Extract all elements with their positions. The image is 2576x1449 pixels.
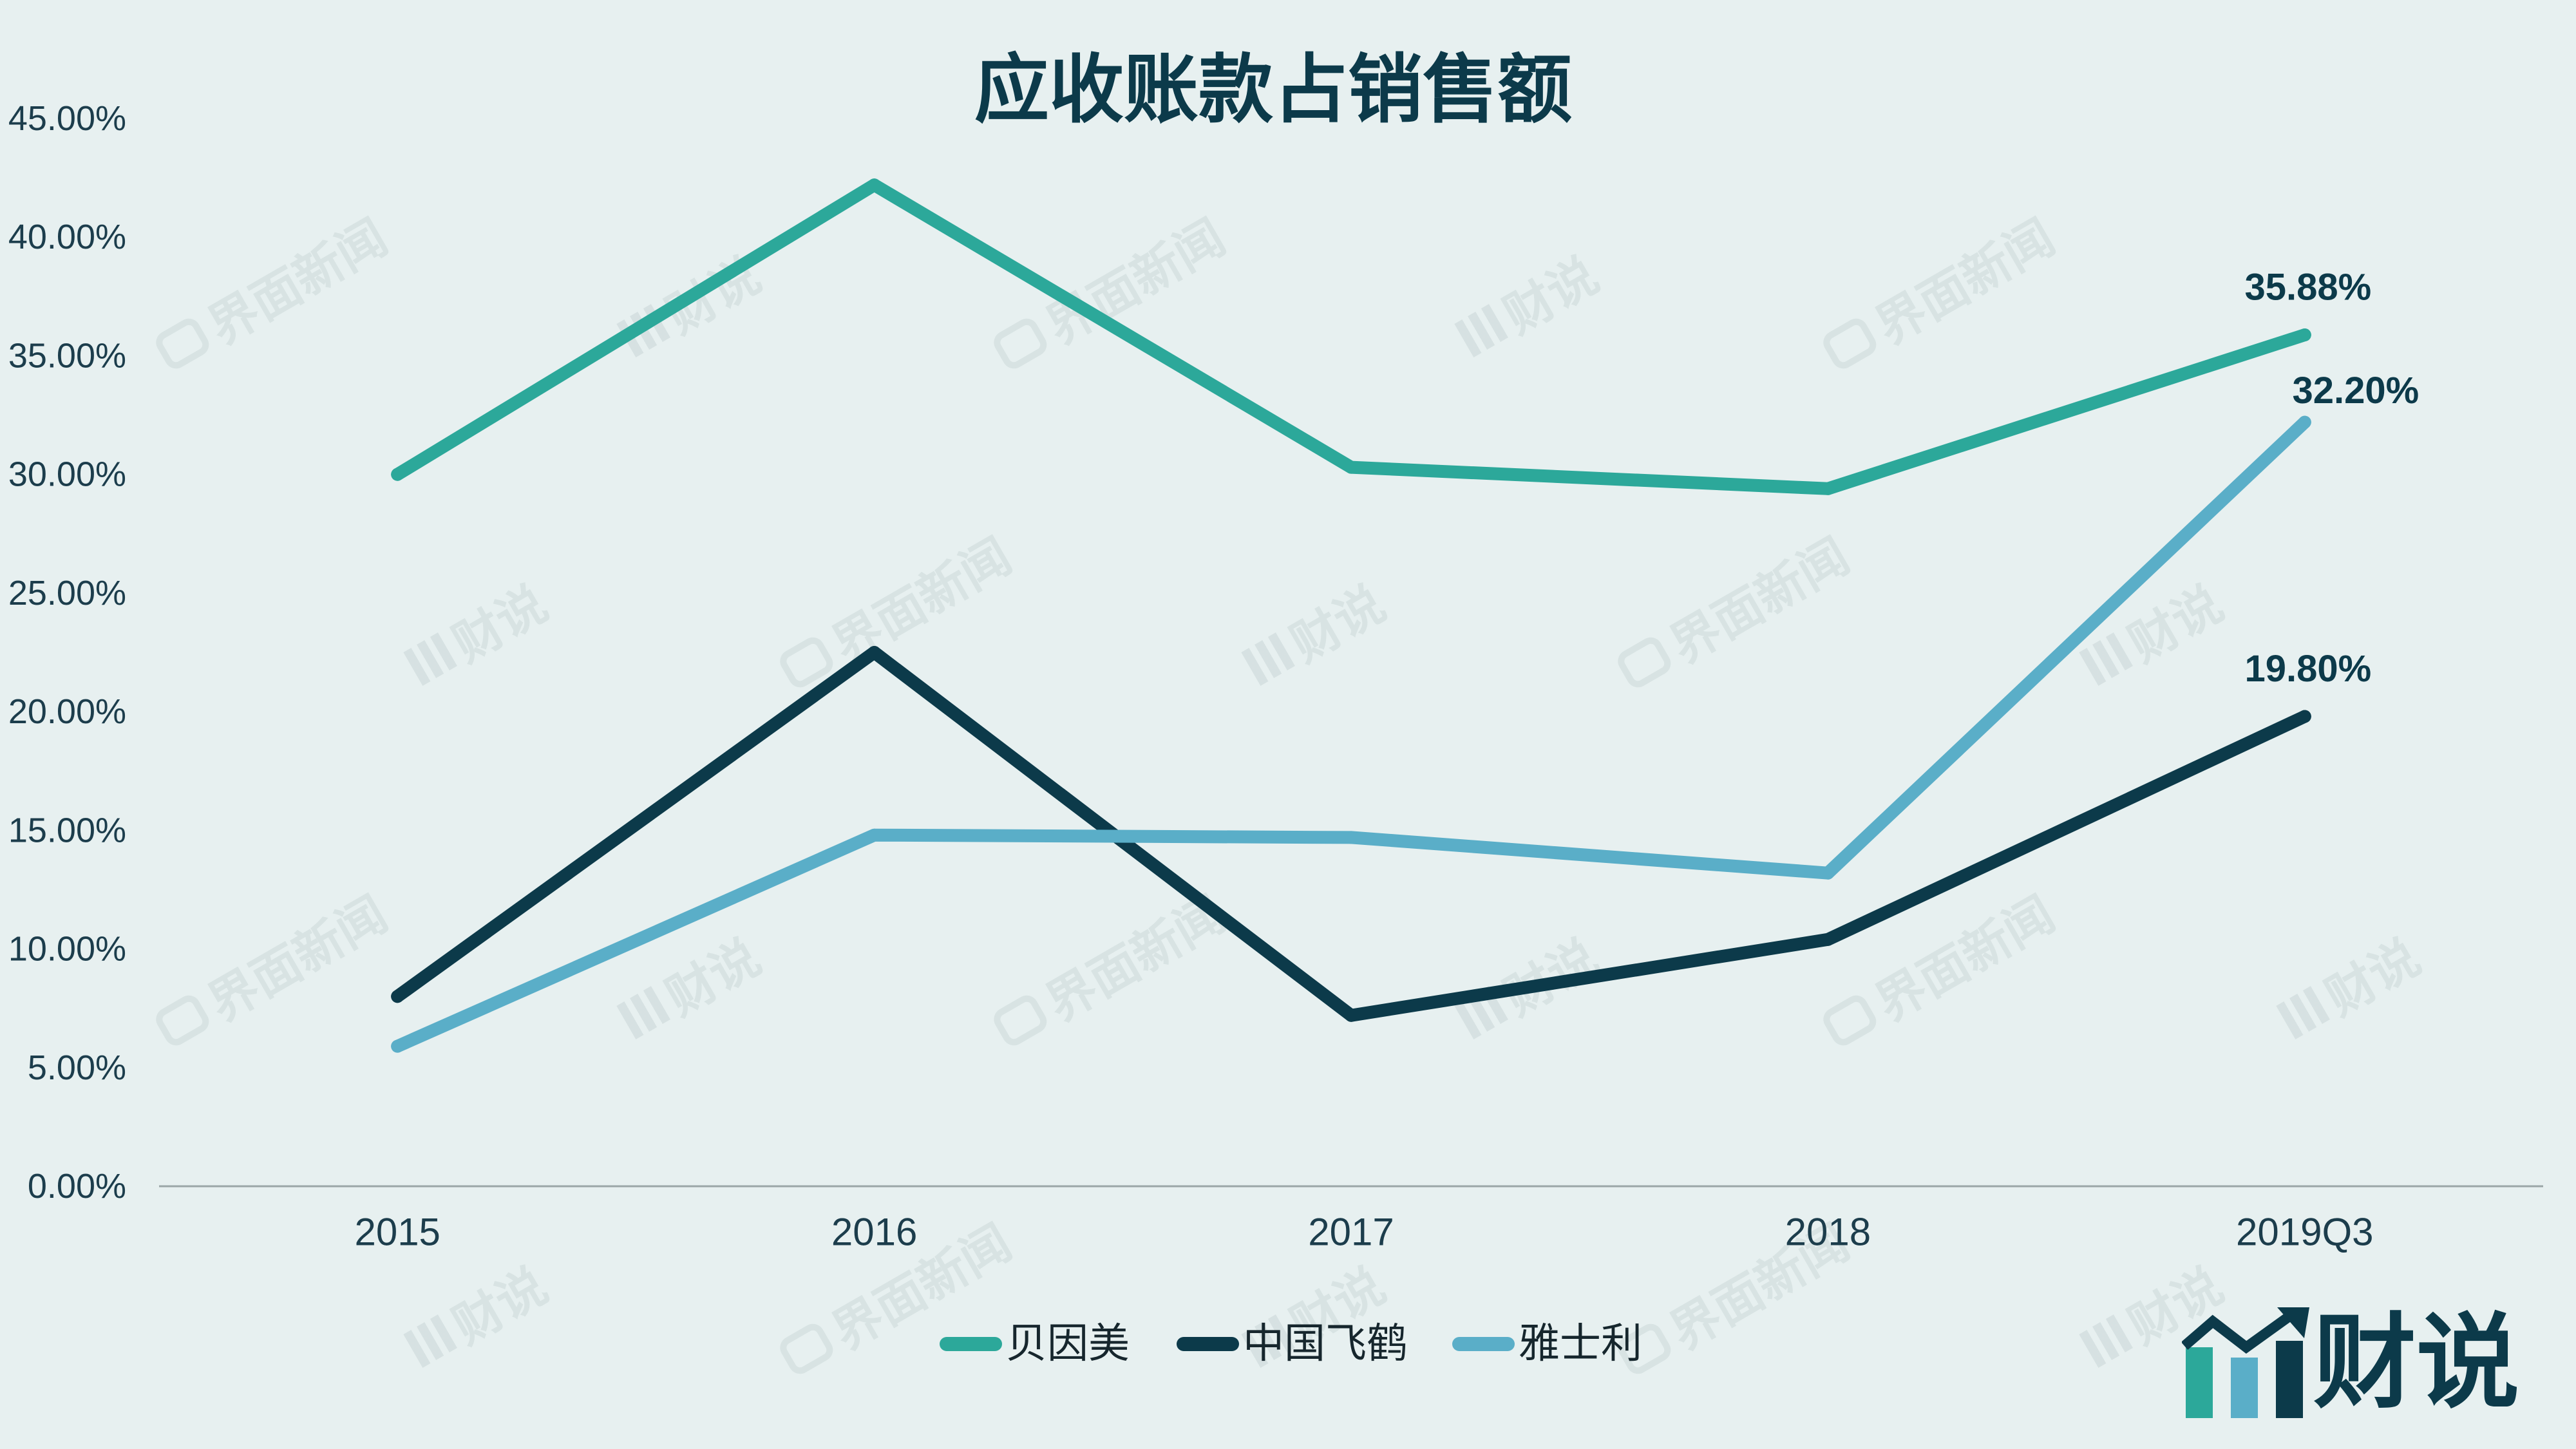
y-axis-tick-labels: 0.00% 5.00% 10.00% 15.00% 20.00% 25.00% 30.00%… [8, 99, 126, 1206]
legend-item-3[interactable]: 雅士利 [1452, 1321, 1642, 1367]
brand-logo: 财说 [2182, 1307, 2533, 1420]
data-point [1821, 933, 1835, 946]
data-point [391, 1039, 404, 1053]
legend-label: 雅士利 [1519, 1320, 1642, 1368]
data-point [867, 828, 881, 842]
x-axis-tick-labels: 2015 2016 2017 2018 2019Q3 [354, 1211, 2373, 1254]
legend-swatch [1177, 1337, 1239, 1351]
logo-bar-teal [2186, 1347, 2213, 1418]
y-tick-label: 40.00% [8, 218, 126, 256]
series-line-3 [391, 415, 2311, 1053]
legend-item-1[interactable]: 贝因美 [940, 1321, 1130, 1367]
data-label: 32.20% [2292, 370, 2419, 412]
data-point [1821, 866, 1835, 880]
chart-title: 应收账款占销售额 [974, 46, 1572, 133]
bar-chart-arrow-icon [2182, 1307, 2309, 1418]
data-point [867, 646, 881, 659]
data-point [2298, 328, 2311, 342]
x-tick-label: 2015 [354, 1211, 440, 1254]
y-tick-label: 10.00% [8, 930, 126, 969]
legend-swatch [1452, 1337, 1515, 1351]
data-point [1821, 482, 1835, 495]
y-tick-label: 30.00% [8, 455, 126, 494]
y-tick-label: 0.00% [28, 1167, 126, 1206]
data-point [2298, 710, 2311, 723]
y-tick-label: 5.00% [28, 1048, 126, 1087]
logo-bar-blue [2231, 1358, 2258, 1418]
data-point [391, 468, 404, 481]
data-point [391, 990, 404, 1003]
legend-swatch [940, 1337, 1002, 1351]
data-labels: 35.88% 19.80% 32.20% [2244, 267, 2419, 690]
data-point [1345, 831, 1358, 844]
y-tick-label: 15.00% [8, 811, 126, 849]
logo-arrow-head [2277, 1307, 2309, 1338]
legend-label: 中国飞鹤 [1243, 1320, 1408, 1368]
data-label: 19.80% [2244, 648, 2371, 690]
data-point [1345, 460, 1358, 474]
series-group [391, 178, 2311, 1053]
legend-label: 贝因美 [1006, 1320, 1130, 1368]
data-point [867, 178, 881, 192]
legend-item-2[interactable]: 中国飞鹤 [1177, 1321, 1408, 1367]
x-tick-label: 2016 [831, 1211, 917, 1254]
logo-trend-line [2182, 1313, 2291, 1354]
y-tick-label: 35.00% [8, 336, 126, 375]
y-tick-label: 25.00% [8, 574, 126, 612]
series-line-1 [391, 178, 2311, 495]
y-tick-label: 20.00% [8, 692, 126, 731]
x-tick-label: 2019Q3 [2236, 1211, 2374, 1254]
y-tick-label: 45.00% [8, 99, 126, 138]
data-label: 35.88% [2244, 267, 2371, 308]
x-tick-label: 2018 [1785, 1211, 1871, 1254]
logo-bar-navy [2276, 1341, 2303, 1418]
data-point [1345, 1009, 1358, 1022]
x-tick-label: 2017 [1308, 1211, 1394, 1254]
data-point [2298, 415, 2311, 429]
logo-text: 财说 [2313, 1302, 2520, 1423]
